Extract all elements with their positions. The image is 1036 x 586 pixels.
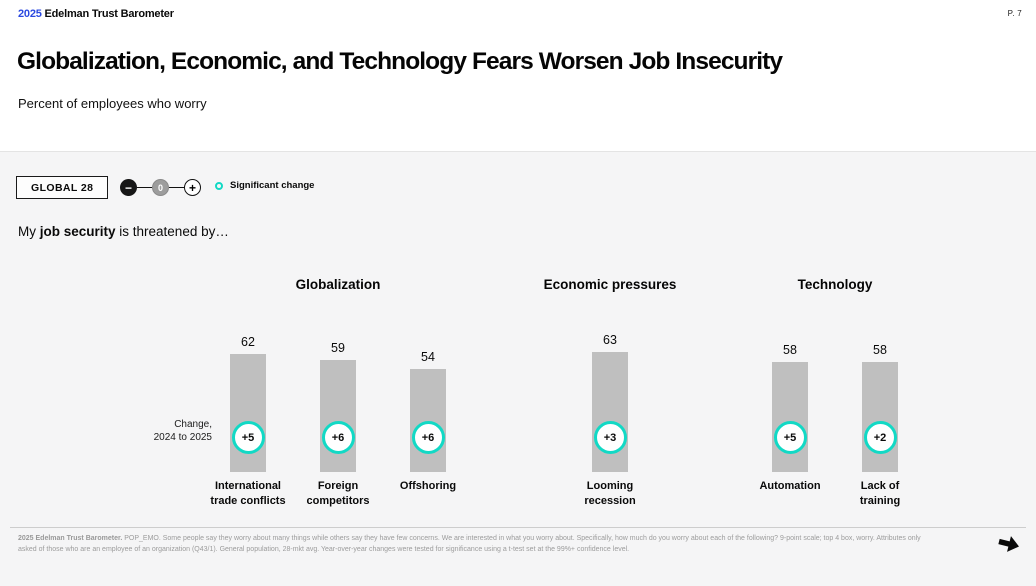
change-axis-label: Change, 2024 to 2025 (100, 418, 212, 444)
brand-logo: 2025 Edelman Trust Barometer (18, 8, 174, 20)
statement-suffix: is threatened by… (115, 224, 229, 239)
page-subtitle: Percent of employees who worry (18, 96, 207, 111)
change-badge: +6 (321, 421, 355, 454)
significant-change-ring-icon (215, 181, 223, 190)
footer-divider (10, 527, 1026, 528)
page-number: P. 7 (1007, 9, 1022, 18)
change-axis-label-line1: Change, (174, 419, 212, 430)
change-badge: +6 (411, 421, 445, 454)
bar-value: 58 (783, 343, 797, 357)
bar (862, 362, 898, 472)
chart-statement: My job security is threatened by… (18, 224, 229, 239)
stepper-track (169, 186, 184, 189)
bar (230, 354, 266, 472)
zoom-stepper: − 0 + (120, 179, 201, 196)
bar-value: 62 (241, 335, 255, 349)
change-axis-label-line2: 2024 to 2025 (153, 432, 212, 443)
bar (320, 360, 356, 472)
bar-value: 58 (873, 343, 887, 357)
significant-change-legend: Significant change (215, 180, 314, 191)
change-badge: +2 (863, 421, 897, 454)
group-header: Economic pressures (543, 277, 677, 292)
bar-label: International trade conflicts (210, 480, 286, 507)
page-title: Globalization, Economic, and Technology … (17, 48, 783, 75)
market-selector-button[interactable]: GLOBAL 28 (16, 176, 109, 199)
stepper-minus-button[interactable]: − (120, 179, 137, 196)
bar-value: 54 (421, 350, 435, 364)
bar (592, 352, 628, 472)
stepper-value-handle[interactable]: 0 (152, 179, 169, 196)
bar-label: Looming recession (584, 480, 636, 507)
next-page-arrow-icon[interactable] (996, 531, 1022, 557)
change-badge: +5 (231, 421, 265, 454)
change-badge: +3 (593, 421, 627, 454)
statement-prefix: My (18, 224, 40, 239)
source-footnote-text: POP_EMO. Some people say they worry abou… (18, 535, 921, 553)
header-band: 2025 Edelman Trust Barometer P. 7 Global… (0, 0, 1036, 152)
change-badge: +5 (773, 421, 807, 454)
group-header: Globalization (295, 277, 381, 292)
bar-label: Automation (759, 480, 821, 492)
group-header: Technology (797, 277, 873, 292)
bar-value: 63 (603, 333, 617, 347)
brand-year: 2025 (18, 8, 42, 20)
source-footnote-bold: 2025 Edelman Trust Barometer. (18, 535, 123, 542)
bar (410, 369, 446, 472)
brand-name: Edelman Trust Barometer (44, 8, 174, 20)
market-selector-label: GLOBAL 28 (31, 181, 94, 194)
bar-label: Foreign competitors (306, 480, 370, 507)
bar (772, 362, 808, 472)
source-footnote: 2025 Edelman Trust Barometer. POP_EMO. S… (18, 534, 923, 555)
bar-label: Offshoring (399, 480, 457, 492)
chart-area: Change, 2024 to 2025 Globalization 62 +5 In… (0, 270, 1036, 520)
bar-value: 59 (331, 341, 345, 355)
statement-highlight: job security (39, 224, 116, 239)
stepper-plus-button[interactable]: + (184, 179, 201, 196)
stepper-track (137, 186, 152, 189)
bar-label: Lack of training (859, 480, 901, 507)
significant-change-label: Significant change (230, 180, 315, 191)
